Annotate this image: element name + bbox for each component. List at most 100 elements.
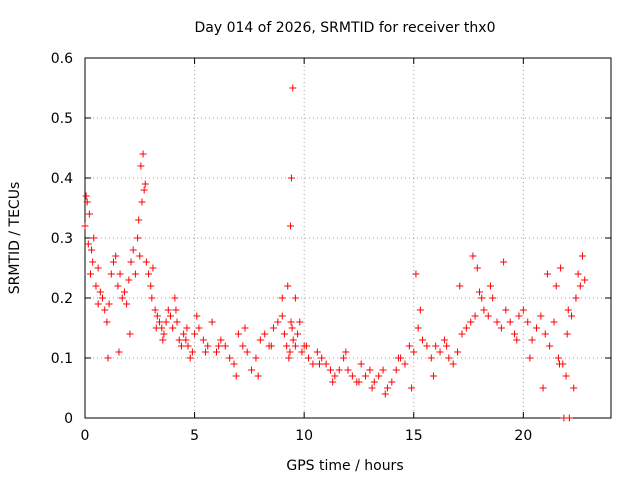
x-axis-label: GPS time / hours bbox=[286, 458, 403, 474]
data-point bbox=[267, 342, 275, 350]
data-point bbox=[383, 384, 391, 392]
data-point bbox=[241, 324, 249, 332]
data-point bbox=[423, 342, 431, 350]
data-point bbox=[230, 360, 238, 368]
data-point bbox=[101, 306, 109, 314]
data-point bbox=[195, 324, 203, 332]
data-point bbox=[94, 264, 102, 272]
y-tick-label: 0.6 bbox=[51, 51, 73, 67]
data-point bbox=[563, 330, 571, 338]
data-point bbox=[115, 348, 123, 356]
data-point bbox=[177, 342, 185, 350]
data-point bbox=[562, 372, 570, 380]
data-point bbox=[186, 354, 194, 362]
data-point bbox=[458, 330, 466, 338]
data-point bbox=[137, 162, 145, 170]
data-point bbox=[291, 294, 299, 302]
data-point bbox=[429, 372, 437, 380]
data-point bbox=[175, 336, 183, 344]
data-point bbox=[532, 324, 540, 332]
data-point bbox=[172, 306, 180, 314]
data-point bbox=[202, 348, 210, 356]
data-point bbox=[511, 330, 519, 338]
data-point bbox=[252, 354, 260, 362]
data-point bbox=[519, 306, 527, 314]
data-point bbox=[294, 330, 302, 338]
data-point bbox=[484, 312, 492, 320]
data-point bbox=[88, 246, 96, 254]
data-point bbox=[145, 270, 153, 278]
data-point bbox=[147, 282, 155, 290]
y-tick-label: 0 bbox=[64, 411, 73, 427]
data-point bbox=[506, 318, 514, 326]
data-point bbox=[116, 270, 124, 278]
data-point bbox=[335, 366, 343, 374]
data-point bbox=[151, 306, 159, 314]
x-tick-label: 20 bbox=[514, 428, 532, 444]
data-point bbox=[226, 354, 234, 362]
data-point bbox=[239, 342, 247, 350]
data-point bbox=[471, 312, 479, 320]
data-point bbox=[123, 300, 131, 308]
data-point bbox=[118, 294, 126, 302]
data-point bbox=[125, 276, 133, 284]
data-points bbox=[81, 84, 589, 422]
y-tick-label: 0.5 bbox=[51, 111, 73, 127]
data-point bbox=[112, 252, 120, 260]
data-point bbox=[287, 174, 295, 182]
chart-title: Day 014 of 2026, SRMTID for receiver thx… bbox=[195, 20, 496, 36]
data-point bbox=[555, 360, 563, 368]
data-point bbox=[414, 324, 422, 332]
data-point bbox=[289, 336, 297, 344]
data-point bbox=[208, 318, 216, 326]
data-point bbox=[180, 330, 188, 338]
data-point bbox=[388, 378, 396, 386]
data-point bbox=[254, 372, 262, 380]
data-point bbox=[313, 348, 321, 356]
data-point bbox=[493, 318, 501, 326]
data-point bbox=[182, 336, 190, 344]
data-point bbox=[348, 372, 356, 380]
data-point bbox=[574, 270, 582, 278]
data-point bbox=[500, 258, 508, 266]
axis-ticks: 0 5 10 15 20 0 0.1 0.2 0.3 0.4 0.5 0.6 bbox=[51, 51, 611, 444]
data-point bbox=[136, 252, 144, 260]
data-point bbox=[193, 312, 201, 320]
data-point bbox=[287, 318, 295, 326]
data-point bbox=[82, 192, 90, 200]
data-point bbox=[248, 366, 256, 374]
y-axis-label: SRMTID / TECUs bbox=[7, 182, 23, 295]
data-point bbox=[288, 324, 296, 332]
data-point bbox=[162, 318, 170, 326]
data-point bbox=[543, 270, 551, 278]
data-point bbox=[568, 312, 576, 320]
x-tick-label: 0 bbox=[81, 428, 90, 444]
data-point bbox=[469, 252, 477, 260]
data-point bbox=[462, 324, 470, 332]
data-point bbox=[109, 258, 117, 266]
data-point bbox=[81, 222, 89, 230]
data-point bbox=[149, 264, 157, 272]
data-point bbox=[256, 336, 264, 344]
data-point bbox=[340, 354, 348, 362]
data-point bbox=[99, 294, 107, 302]
data-point bbox=[357, 360, 365, 368]
data-point bbox=[445, 354, 453, 362]
data-point bbox=[92, 282, 100, 290]
data-point bbox=[572, 294, 580, 302]
data-point bbox=[166, 312, 174, 320]
data-point bbox=[148, 294, 156, 302]
data-point bbox=[309, 360, 317, 368]
data-point bbox=[443, 342, 451, 350]
data-point bbox=[120, 288, 128, 296]
data-point bbox=[362, 372, 370, 380]
data-point bbox=[131, 270, 139, 278]
data-point bbox=[546, 342, 554, 350]
data-point bbox=[287, 222, 295, 230]
data-point bbox=[127, 258, 135, 266]
data-point bbox=[322, 360, 330, 368]
data-point bbox=[221, 342, 229, 350]
data-point bbox=[280, 330, 288, 338]
data-point bbox=[502, 306, 510, 314]
